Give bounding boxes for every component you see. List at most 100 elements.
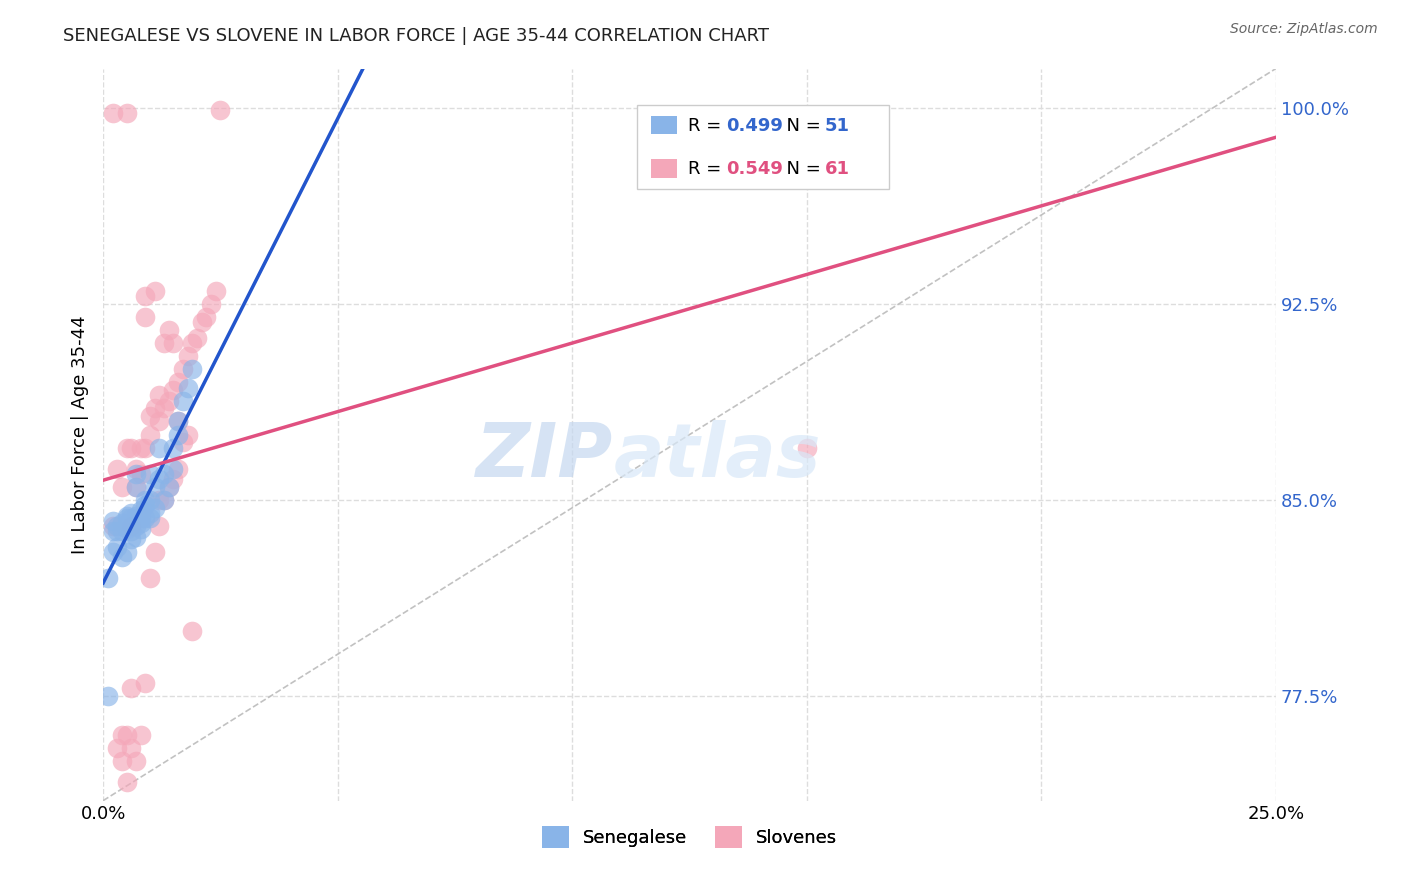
Point bbox=[190, 315, 212, 329]
Point bbox=[115, 106, 138, 120]
Point bbox=[162, 336, 184, 351]
Point bbox=[115, 545, 138, 559]
Point bbox=[172, 435, 194, 450]
Point bbox=[120, 519, 142, 533]
Point bbox=[134, 511, 156, 525]
Point bbox=[115, 775, 138, 789]
Point bbox=[134, 492, 156, 507]
Point bbox=[148, 441, 170, 455]
Point bbox=[115, 441, 138, 455]
Point bbox=[157, 480, 180, 494]
Point bbox=[129, 516, 152, 531]
Point bbox=[143, 545, 166, 559]
Text: N =: N = bbox=[775, 117, 827, 135]
Point bbox=[209, 103, 232, 118]
Point bbox=[111, 550, 134, 565]
Point bbox=[181, 362, 204, 376]
Point bbox=[143, 401, 166, 416]
Point bbox=[139, 511, 162, 525]
Point bbox=[153, 401, 176, 416]
Point bbox=[120, 524, 142, 539]
Point bbox=[97, 689, 120, 703]
Point bbox=[120, 532, 142, 546]
Point bbox=[125, 519, 148, 533]
Text: ZIP: ZIP bbox=[477, 420, 613, 493]
Point bbox=[195, 310, 218, 324]
Point bbox=[120, 681, 142, 696]
Point bbox=[120, 741, 142, 756]
Point bbox=[204, 284, 226, 298]
Point bbox=[157, 393, 180, 408]
Text: Source: ZipAtlas.com: Source: ZipAtlas.com bbox=[1230, 22, 1378, 37]
Legend: Senegalese, Slovenes: Senegalese, Slovenes bbox=[533, 817, 846, 857]
Point bbox=[129, 511, 152, 525]
Point bbox=[125, 480, 148, 494]
Point bbox=[125, 530, 148, 544]
Point bbox=[200, 297, 222, 311]
Point bbox=[167, 376, 190, 390]
Point bbox=[120, 516, 142, 531]
Point bbox=[153, 467, 176, 481]
Point bbox=[134, 441, 156, 455]
Point bbox=[129, 467, 152, 481]
Point bbox=[139, 492, 162, 507]
Point bbox=[148, 472, 170, 486]
Point bbox=[176, 427, 198, 442]
Point bbox=[139, 467, 162, 481]
Point bbox=[120, 511, 142, 525]
Point bbox=[148, 519, 170, 533]
Text: 0.499: 0.499 bbox=[725, 117, 783, 135]
Bar bbox=[651, 116, 676, 135]
Y-axis label: In Labor Force | Age 35-44: In Labor Force | Age 35-44 bbox=[72, 315, 89, 554]
Point bbox=[101, 519, 124, 533]
Point bbox=[115, 508, 138, 523]
Text: 61: 61 bbox=[824, 160, 849, 178]
Point bbox=[143, 284, 166, 298]
Point bbox=[134, 289, 156, 303]
Point bbox=[148, 388, 170, 402]
Point bbox=[125, 755, 148, 769]
Point bbox=[181, 624, 204, 638]
Point bbox=[134, 676, 156, 690]
Point bbox=[157, 323, 180, 337]
Point bbox=[143, 480, 166, 494]
Point bbox=[125, 511, 148, 525]
Point bbox=[115, 522, 138, 536]
Point bbox=[101, 524, 124, 539]
Point bbox=[111, 524, 134, 539]
Point bbox=[115, 728, 138, 742]
Bar bbox=[637, 105, 889, 189]
Point bbox=[101, 514, 124, 528]
Point bbox=[134, 310, 156, 324]
Point bbox=[111, 728, 134, 742]
Point bbox=[796, 441, 818, 455]
Point bbox=[111, 480, 134, 494]
Point bbox=[143, 500, 166, 515]
Point bbox=[139, 506, 162, 520]
Point bbox=[157, 480, 180, 494]
Point bbox=[167, 427, 190, 442]
Point bbox=[120, 506, 142, 520]
Point bbox=[111, 516, 134, 531]
Point bbox=[125, 508, 148, 523]
Point bbox=[172, 393, 194, 408]
Point bbox=[97, 571, 120, 585]
Text: R =: R = bbox=[689, 117, 727, 135]
Point bbox=[125, 480, 148, 494]
Point bbox=[129, 728, 152, 742]
Point bbox=[105, 519, 128, 533]
Point bbox=[139, 409, 162, 424]
Point bbox=[105, 461, 128, 475]
Bar bbox=[651, 160, 676, 178]
Point bbox=[172, 362, 194, 376]
Point bbox=[167, 415, 190, 429]
Point bbox=[125, 467, 148, 481]
Point bbox=[105, 540, 128, 554]
Point bbox=[105, 524, 128, 539]
Point bbox=[120, 441, 142, 455]
Point bbox=[148, 492, 170, 507]
Point bbox=[120, 519, 142, 533]
Point bbox=[153, 492, 176, 507]
Text: N =: N = bbox=[775, 160, 827, 178]
Point bbox=[167, 415, 190, 429]
